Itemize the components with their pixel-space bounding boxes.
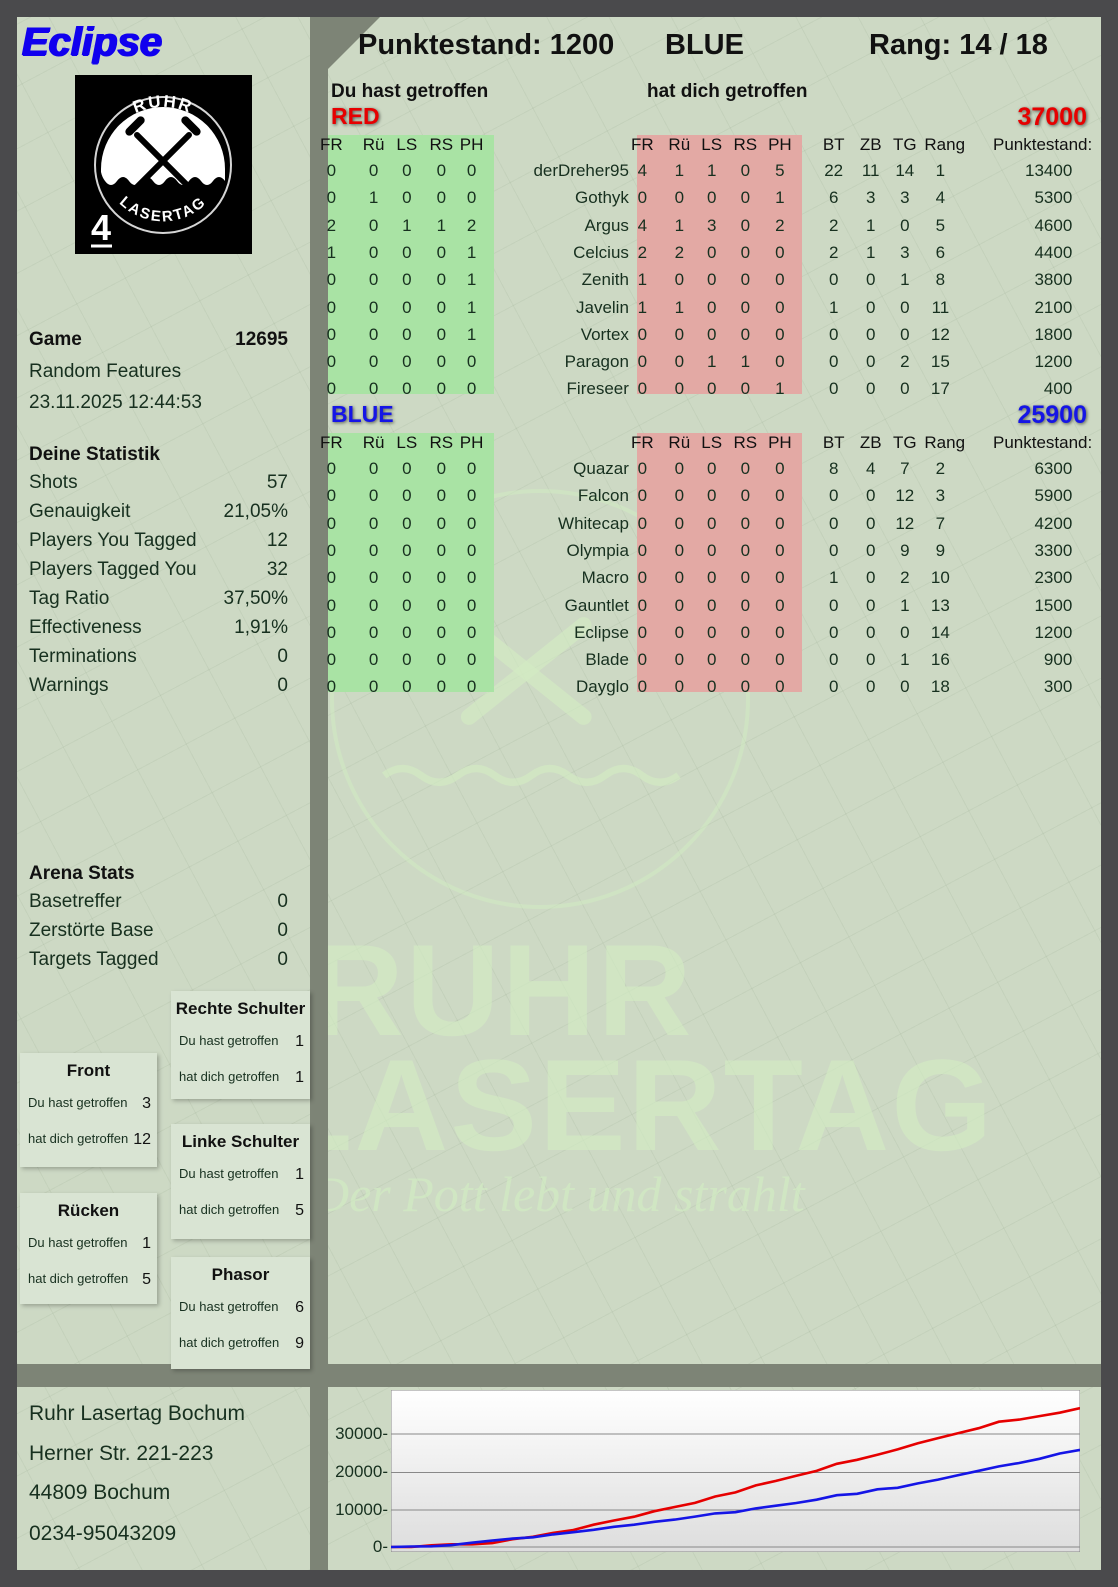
svg-text:4: 4 (91, 207, 111, 248)
svg-text:LASERTAG: LASERTAG (116, 193, 210, 225)
